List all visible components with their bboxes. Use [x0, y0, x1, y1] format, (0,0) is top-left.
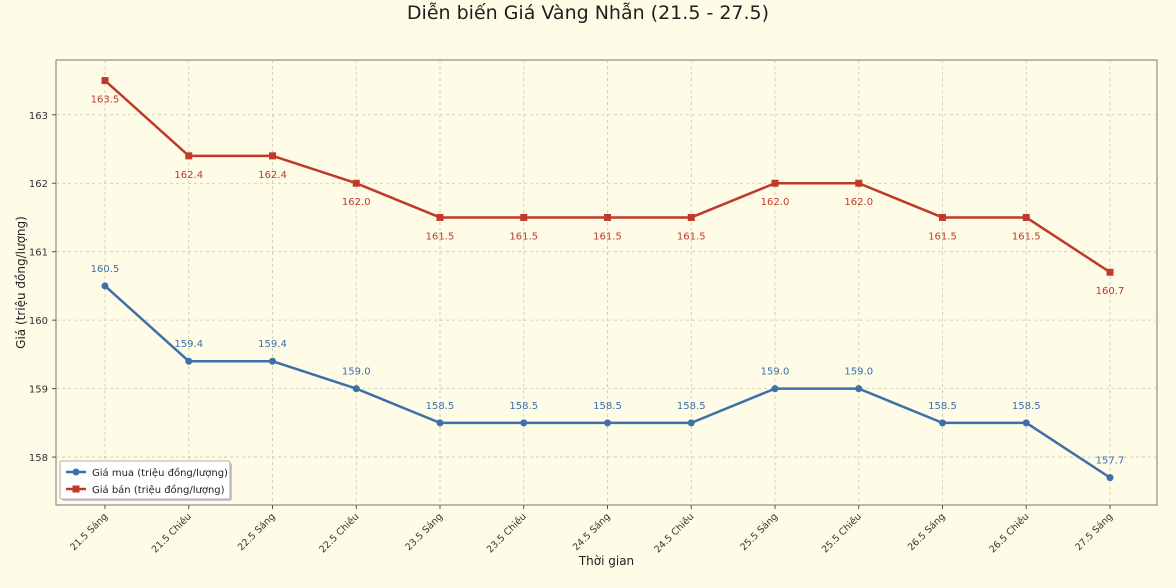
data-label: 161.5	[509, 231, 538, 242]
x-tick-label: 27.5 Sáng	[1073, 511, 1115, 553]
legend-item: Giá mua (triệu đồng/lượng)	[66, 467, 228, 479]
y-tick-label: 161	[29, 248, 48, 259]
data-point	[939, 213, 946, 221]
legend-box	[59, 460, 231, 500]
data-label: 162.4	[258, 170, 287, 181]
data-point	[771, 179, 779, 187]
data-point	[269, 152, 276, 160]
data-point	[1022, 213, 1030, 221]
y-tick-label: 158	[29, 453, 48, 464]
y-axis-label: Giá (triệu đồng/lượng)	[14, 216, 28, 349]
data-point	[939, 419, 946, 427]
data-label: 158.5	[593, 401, 622, 412]
data-point	[185, 152, 193, 160]
data-point	[771, 385, 779, 393]
legend-item: Giá bán (triệu đồng/lượng)	[66, 484, 225, 496]
y-tick-label: 162	[29, 179, 48, 190]
data-label: 158.5	[426, 401, 455, 412]
data-label: 161.5	[677, 231, 706, 242]
data-label: 160.7	[1096, 286, 1125, 297]
data-label: 160.5	[91, 264, 120, 275]
x-tick-label: 22.5 Sáng	[236, 511, 278, 553]
plot-area	[55, 59, 1158, 506]
data-point	[352, 385, 360, 393]
data-point	[604, 419, 611, 427]
x-tick-label: 23.5 Chiều	[485, 511, 529, 555]
chart-title: Diễn biến Giá Vàng Nhẫn (21.5 - 27.5)	[406, 2, 770, 24]
data-label: 161.5	[928, 231, 957, 242]
data-point	[1106, 268, 1114, 276]
x-tick-label: 26.5 Chiều	[987, 511, 1031, 555]
data-label: 157.7	[1096, 456, 1125, 467]
legend-marker	[72, 468, 80, 476]
data-point	[687, 213, 695, 221]
data-point	[101, 77, 109, 85]
data-point	[436, 213, 444, 221]
x-tick-label: 21.5 Sáng	[68, 511, 110, 553]
data-label: 162.0	[844, 197, 873, 208]
data-point	[1106, 474, 1114, 482]
data-point	[185, 357, 193, 365]
data-point	[352, 179, 360, 187]
x-tick-label: 23.5 Sáng	[403, 511, 445, 553]
data-label: 161.5	[426, 231, 455, 242]
data-point	[436, 419, 444, 427]
legend-label: Giá bán (triệu đồng/lượng)	[92, 484, 225, 496]
data-label: 159.4	[258, 339, 287, 350]
data-label: 158.5	[677, 401, 706, 412]
data-label: 158.5	[509, 401, 538, 412]
x-tick-label: 24.5 Chiều	[652, 511, 696, 555]
data-label: 161.5	[593, 231, 622, 242]
data-point	[1022, 419, 1030, 427]
data-label: 158.5	[928, 401, 957, 412]
data-point	[855, 385, 863, 393]
series: 160.5 159.4 159.4 159.0 158.5 158.5 158.5 158.5…	[91, 77, 1125, 482]
data-label: 159.0	[761, 367, 790, 378]
y-tick-label: 160	[29, 316, 48, 327]
data-point	[855, 179, 863, 187]
data-label: 159.4	[174, 339, 203, 350]
data-point	[687, 419, 695, 427]
data-label: 159.0	[342, 367, 371, 378]
data-point	[520, 213, 528, 221]
y-tick-label: 163	[29, 111, 48, 122]
data-point	[101, 282, 109, 290]
data-label: 162.0	[761, 197, 790, 208]
data-label: 162.4	[174, 170, 203, 181]
legend-label: Giá mua (triệu đồng/lượng)	[92, 467, 228, 479]
x-tick-label: 25.5 Chiều	[820, 511, 864, 555]
series-buy: 160.5 159.4 159.4 159.0 158.5 158.5 158.5 158.5…	[91, 264, 1125, 482]
data-point	[269, 357, 276, 365]
series-sell: 163.5 162.4 162.4 162.0 161.5 161.5 161.5 161.5…	[91, 77, 1125, 297]
x-axis-label: Thời gian	[578, 554, 634, 568]
x-tick-label: 22.5 Chiều	[317, 511, 361, 555]
x-tick-label: 24.5 Sáng	[571, 511, 613, 553]
data-point	[520, 419, 528, 427]
legend: Giá mua (triệu đồng/lượng) Giá bán (triệu…	[59, 460, 232, 501]
legend-marker	[72, 485, 80, 493]
data-label: 161.5	[1012, 231, 1041, 242]
data-label: 162.0	[342, 197, 371, 208]
y-tick-label: 159	[29, 385, 48, 396]
x-tick-label: 21.5 Chiều	[150, 511, 194, 555]
x-tick-label: 25.5 Sáng	[738, 511, 780, 553]
data-point	[604, 213, 611, 221]
data-label: 163.5	[91, 95, 120, 106]
x-tick-label: 26.5 Sáng	[906, 511, 948, 553]
data-label: 159.0	[844, 367, 873, 378]
data-label: 158.5	[1012, 401, 1041, 412]
